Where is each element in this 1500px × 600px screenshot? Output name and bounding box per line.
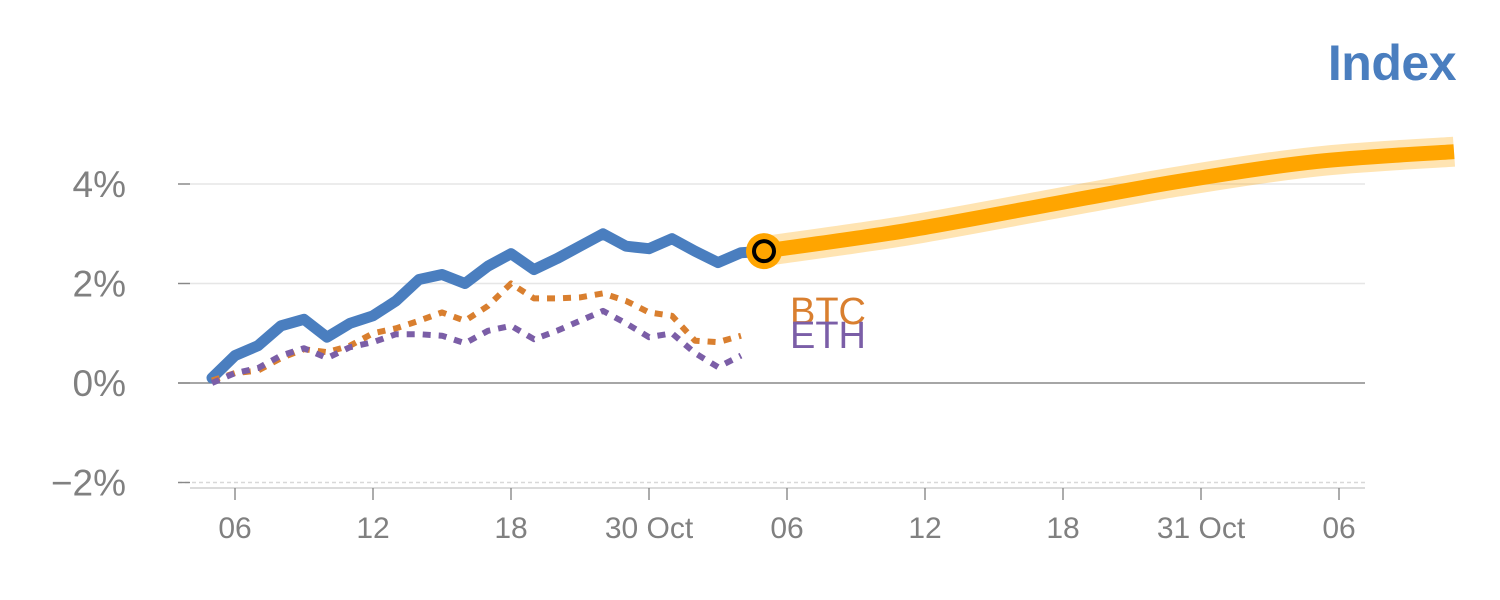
x-tick-label: 06 xyxy=(770,512,803,545)
x-tick-label: 12 xyxy=(908,512,941,545)
series-lines xyxy=(206,136,1456,386)
x-tick-label: 12 xyxy=(356,512,389,545)
forecast-line xyxy=(762,144,1455,259)
y-tick-label: 2% xyxy=(73,264,126,305)
gridlines xyxy=(178,183,1365,484)
x-tick-label: 18 xyxy=(1046,512,1079,545)
x-tick-label: 06 xyxy=(218,512,251,545)
x-tick-label: 31 Oct xyxy=(1157,512,1246,545)
index-line xyxy=(206,228,770,384)
axes: −2% 0% 2% 4% 06 12 18 30 Oct 06 12 18 31 Oct 06 xyxy=(51,164,1365,545)
x-tick-label: 30 Oct xyxy=(605,512,694,545)
y-tick-label: 4% xyxy=(73,164,126,205)
y-tick-label: −2% xyxy=(51,463,126,504)
chart-title: Index xyxy=(1327,35,1457,91)
x-tick-label: 06 xyxy=(1322,512,1355,545)
btc-line xyxy=(211,280,742,384)
btc-series-label: BTC xyxy=(790,291,866,333)
junction-marker-ring xyxy=(752,239,776,264)
x-tick-label: 18 xyxy=(494,512,527,545)
eth-series-label: ETH xyxy=(790,315,866,357)
y-tick-label: 0% xyxy=(73,363,126,404)
